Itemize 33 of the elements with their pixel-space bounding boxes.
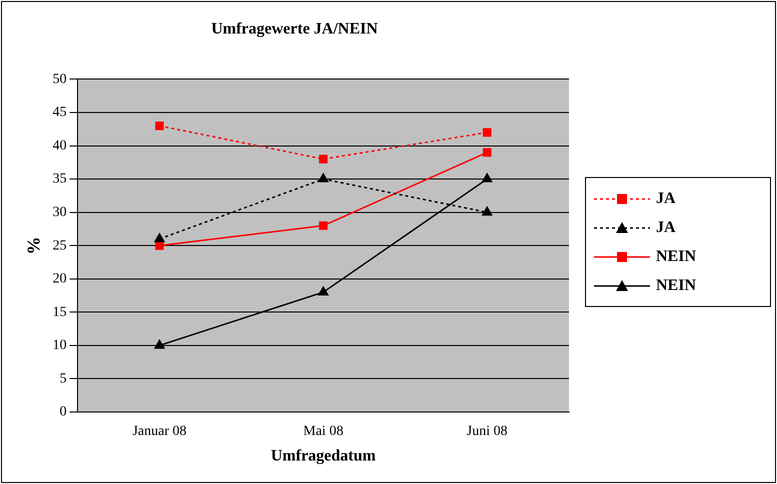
y-tick-label: 20: [52, 272, 67, 287]
point: [155, 241, 164, 250]
x-tick-label: Januar 08: [132, 424, 187, 440]
point: [318, 286, 328, 296]
legend-label: JA: [656, 190, 676, 208]
y-tick-label: 50: [52, 72, 67, 87]
y-tick-label: 10: [52, 338, 67, 354]
point: [155, 122, 164, 130]
point: [319, 221, 328, 230]
point: [319, 154, 328, 164]
x-axis-title: Umfragedatum: [270, 448, 376, 465]
y-tick-label: 5: [60, 371, 67, 386]
point: [482, 173, 492, 182]
legend-label: NEIN: [656, 248, 696, 266]
y-tick-label: 15: [52, 304, 67, 320]
point: [482, 128, 492, 137]
y-tick-label: 30: [52, 204, 67, 220]
x-tick-label: Mai 08: [303, 424, 344, 440]
chart-title: Umfragewerte JA/NEIN: [211, 20, 378, 38]
point: [482, 148, 492, 157]
point: [154, 233, 165, 242]
y-tick-label: 35: [52, 172, 67, 187]
x-tick-label: Juni 08: [466, 424, 508, 440]
legend-label: JA: [656, 218, 676, 236]
legend-label: NEIN: [656, 276, 696, 294]
y-axis-title: %: [23, 236, 44, 255]
y-tick-label: 25: [52, 238, 67, 254]
y-tick-label: 0: [60, 404, 67, 420]
point: [318, 173, 328, 182]
point: [482, 206, 492, 216]
y-tick-label: 40: [52, 138, 67, 154]
point: [154, 340, 165, 349]
y-tick-label: 45: [52, 105, 67, 120]
